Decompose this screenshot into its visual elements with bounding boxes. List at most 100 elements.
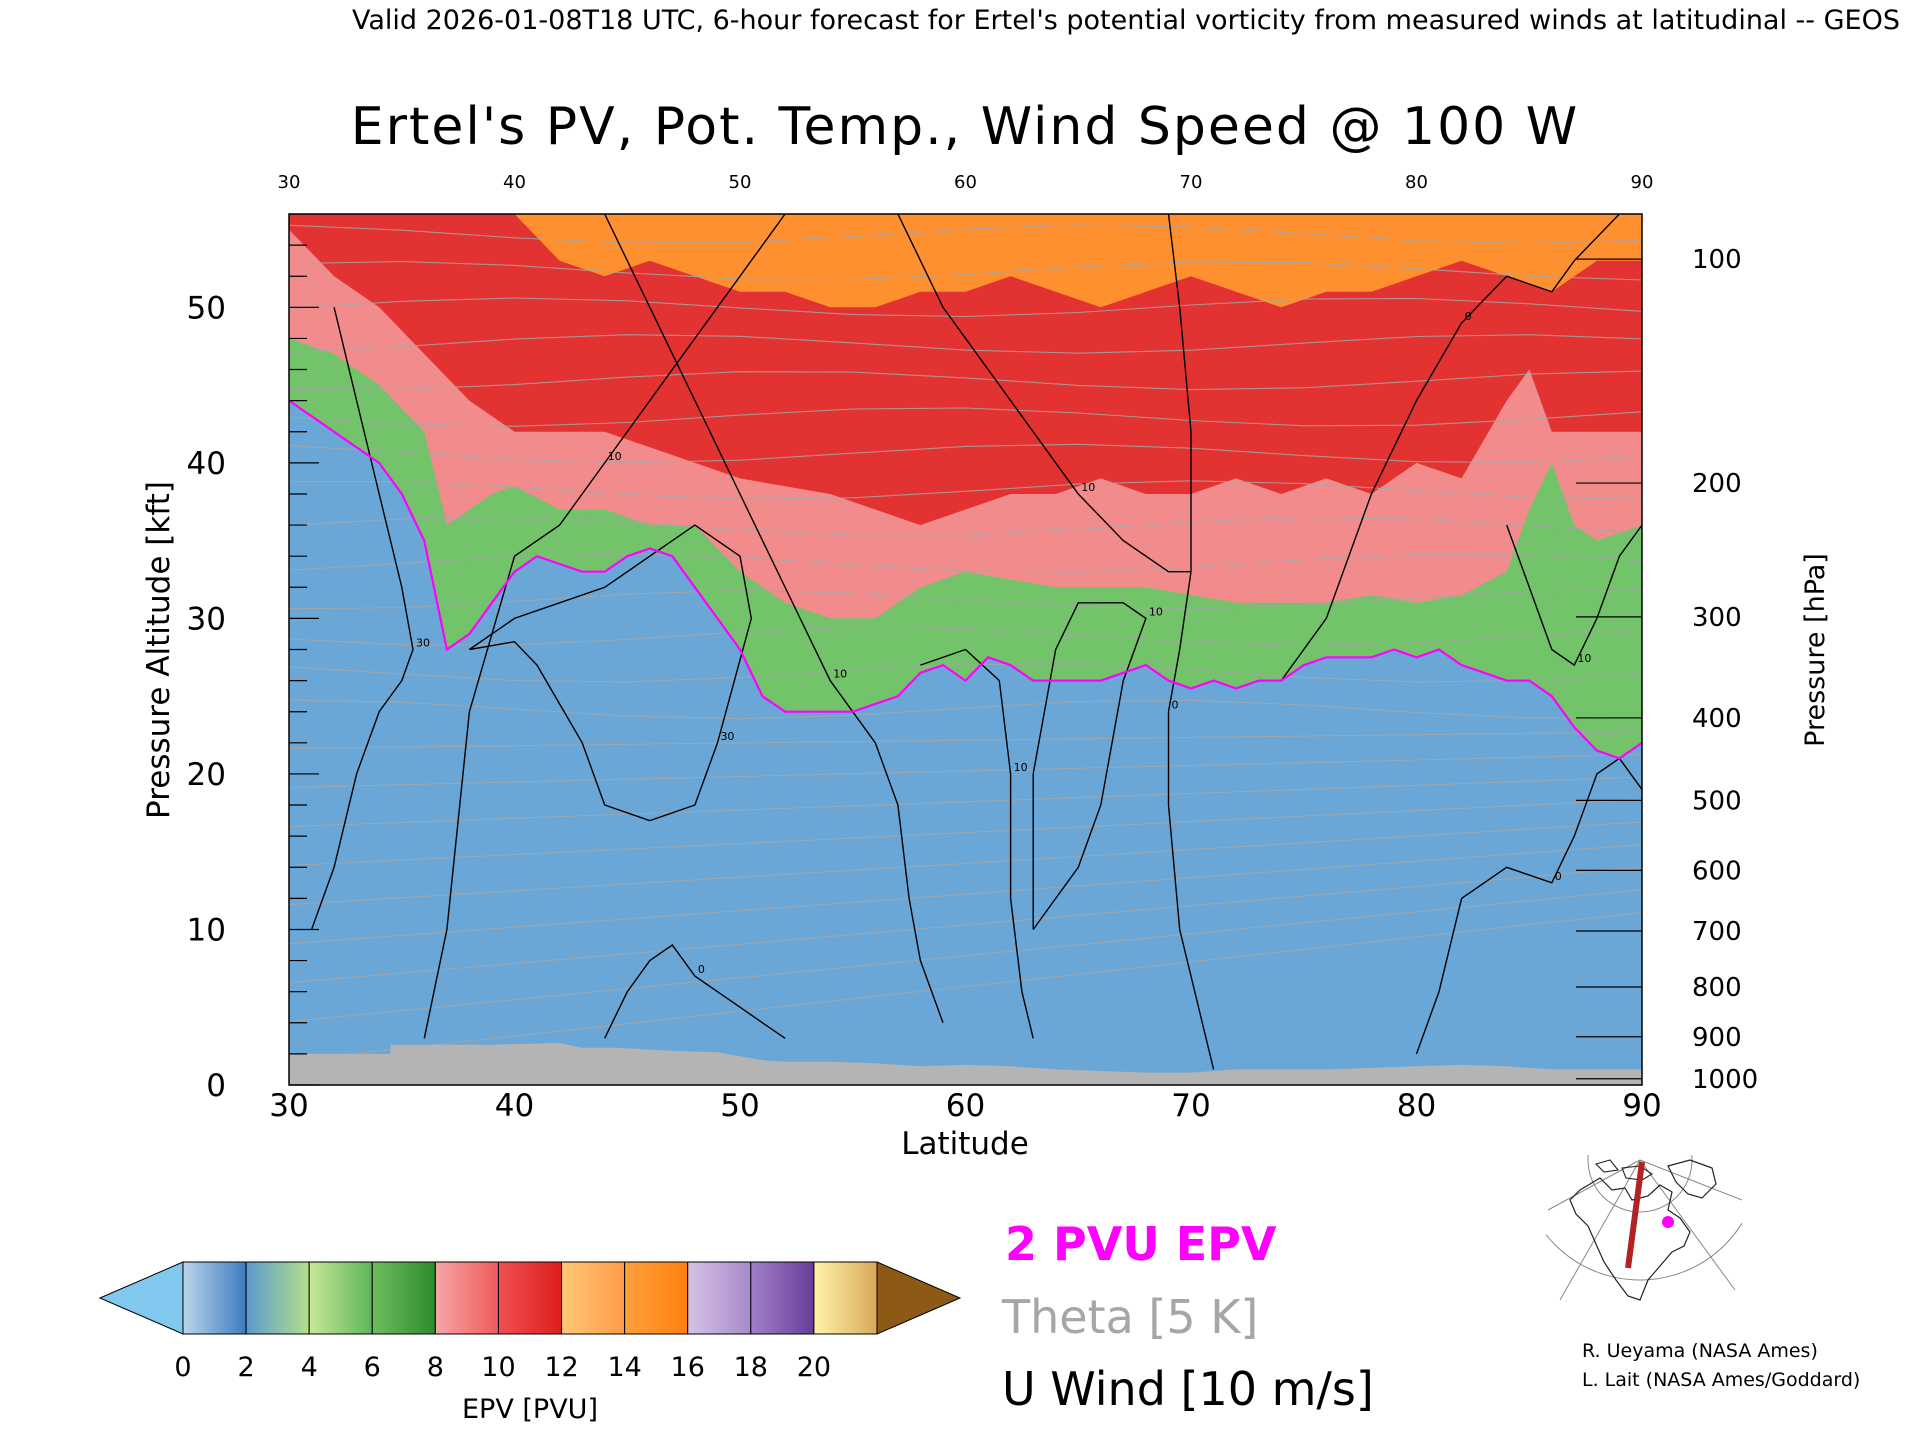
u-wind-contour-label: 0: [1555, 870, 1562, 883]
map-latitude-ring-60: [1587, 1155, 1693, 1213]
pressure-tick-label: 300: [1692, 603, 1742, 633]
pressure-tick-label: 1000: [1692, 1065, 1758, 1095]
theta-contour-385: [289, 334, 1642, 354]
chart-title: Ertel's PV, Pot. Temp., Wind Speed @ 100…: [351, 97, 1579, 157]
colorbar-tick-label: 2: [237, 1352, 254, 1383]
colorbar-tick-label: 4: [301, 1352, 318, 1383]
x-tick-label-top: 90: [1631, 172, 1654, 193]
colorbar-segment: [624, 1261, 689, 1335]
x-tick-label-top: 80: [1405, 172, 1428, 193]
u-wind-contour: [1167, 214, 1215, 1070]
colorbar-tick-label: 20: [797, 1352, 831, 1383]
u-wind-contour-label: 30: [720, 730, 734, 743]
u-wind-contour: [604, 214, 944, 1024]
colorbar-tick-label: 14: [607, 1352, 641, 1383]
u-wind-contour: [310, 307, 414, 930]
u-wind-contour-label: 10: [1081, 481, 1095, 494]
u-wind-contour-label: 30: [416, 637, 430, 650]
theta-contour-360: [289, 516, 1642, 536]
colorbar-segment: [308, 1261, 373, 1335]
theta-contour-320: [289, 776, 1642, 828]
x-tick-label: 50: [720, 1088, 759, 1124]
theta-contour-390: [289, 297, 1642, 318]
map-meridian: [1547, 1159, 1641, 1211]
theta-contour-335: [289, 699, 1642, 720]
u-wind-contour-label: 0: [1171, 699, 1178, 712]
x-tick-label: 80: [1397, 1088, 1436, 1124]
x-tick-label-top: 70: [1180, 172, 1203, 193]
ground-mask: [289, 1043, 1642, 1085]
map-meridian: [1559, 1159, 1641, 1301]
pressure-tick-label: 100: [1692, 245, 1742, 275]
legend: 2 PVU EPV Theta [5 K] U Wind [10 m/s]: [1001, 1217, 1374, 1416]
theta-contour-300: [289, 866, 1642, 984]
colorbar-label: EPV [PVU]: [462, 1394, 598, 1425]
y-axis-label-right: Pressure [hPa]: [1800, 553, 1831, 747]
colorbar-segment: [182, 1261, 247, 1335]
colorbar-segment: [813, 1261, 878, 1335]
map-location-marker: [1662, 1216, 1674, 1228]
legend-wind-label: U Wind [10 m/s]: [1002, 1362, 1374, 1416]
map-section-line: [1625, 1161, 1645, 1269]
credit-line-2: L. Lait (NASA Ames/Goddard): [1582, 1369, 1860, 1391]
pressure-tick-label: 900: [1692, 1023, 1742, 1053]
colorbar-tick-label: 6: [364, 1352, 381, 1383]
u-wind-contour-label: 10: [1014, 761, 1028, 774]
pressure-tick-label: 800: [1692, 973, 1742, 1003]
legend-epv-label: 2 PVU EPV: [1005, 1217, 1277, 1271]
u-wind-contour-label: 10: [1577, 652, 1591, 665]
epv-2pvu-contour: [289, 399, 1642, 760]
map-meridian: [1639, 1159, 1736, 1291]
pressure-tick-label: 500: [1692, 786, 1742, 816]
y-axis-label-left: Pressure Altitude [kft]: [141, 481, 177, 819]
colorbar-segment: [245, 1261, 310, 1335]
u-wind-contour-label: 10: [833, 668, 847, 681]
u-wind-contour-label: 0: [1465, 310, 1472, 323]
pressure-tick-label: 600: [1692, 856, 1742, 886]
valid-line: Valid 2026-01-08T18 UTC, 6-hour forecast…: [352, 5, 1900, 36]
colorbar: 0 2 4 6 8 10 12 14 16 18 20 EPV [PVU]: [98, 1261, 962, 1425]
theta-contour-370: [289, 443, 1642, 464]
colorbar-segment: [561, 1261, 626, 1335]
y-tick-label: 10: [187, 912, 226, 948]
y-tick-label: 0: [206, 1068, 226, 1104]
pressure-tick-label: 700: [1692, 917, 1742, 947]
y-tick-label: 50: [187, 290, 226, 326]
u-wind-contour: [1506, 524, 1642, 667]
inset-map: [1546, 1155, 1742, 1305]
theta-contour-400: [289, 224, 1642, 245]
u-wind-contour-label: 10: [1149, 605, 1163, 618]
x-tick-label-top: 30: [278, 172, 301, 193]
x-tick-label-top: 60: [954, 172, 977, 193]
y-tick-label: 30: [187, 601, 226, 637]
colorbar-tick-label: 18: [734, 1352, 768, 1383]
pressure-tick-label: 400: [1692, 704, 1742, 734]
colorbar-over-arrow: [876, 1261, 962, 1335]
map-coastline-greenland: [1667, 1159, 1717, 1199]
theta-contour-350: [289, 589, 1642, 610]
theta-contour-375: [289, 407, 1642, 427]
theta-contour-310: [289, 821, 1642, 906]
colorbar-segment: [434, 1261, 499, 1335]
epv-region-14plus-pvu: [289, 214, 1642, 308]
colorbar-tick-label: 8: [427, 1352, 444, 1383]
colorbar-segment: [497, 1261, 563, 1335]
map-coastline-north-america: [1569, 1177, 1691, 1301]
theta-contour-295: [289, 889, 1642, 1023]
u-wind-contour: [604, 944, 786, 1039]
theta-contour-315: [289, 799, 1642, 867]
map-coastline-arctic-islands: [1594, 1159, 1654, 1181]
theta-contour-340: [289, 663, 1642, 683]
u-wind-contour: [469, 524, 753, 822]
credit-line-1: R. Ueyama (NASA Ames): [1582, 1340, 1818, 1362]
theta-contour-395: [289, 260, 1642, 281]
colorbar-tick-label: 0: [174, 1352, 191, 1383]
legend-theta-label: Theta [5 K]: [1001, 1290, 1258, 1344]
colorbar-tick-label: 16: [671, 1352, 705, 1383]
theta-contour-325: [289, 753, 1642, 789]
colorbar-tick-label: 10: [481, 1352, 515, 1383]
map-latitude-ring-30: [1546, 1222, 1742, 1281]
theta-contour-365: [289, 480, 1642, 500]
u-wind-contour: [1415, 757, 1642, 1055]
